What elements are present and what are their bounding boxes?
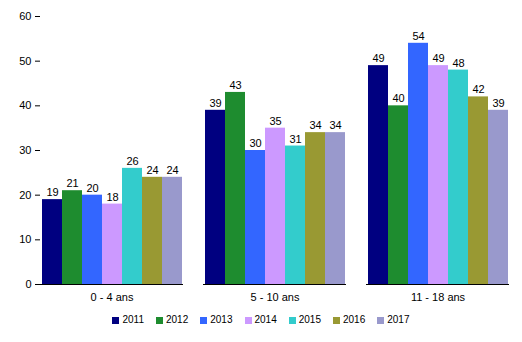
svg-text:0: 0 — [25, 278, 31, 290]
svg-text:49: 49 — [372, 52, 384, 64]
svg-text:30: 30 — [19, 144, 31, 156]
svg-text:30: 30 — [249, 137, 261, 149]
html-text:2014: 2014 — [254, 314, 277, 325]
svg-text:5 - 10 ans: 5 - 10 ans — [251, 291, 300, 303]
svg-text:10: 10 — [19, 233, 31, 245]
html-text:2015: 2015 — [298, 314, 321, 325]
svg-text:48: 48 — [452, 57, 464, 69]
svg-text:31: 31 — [289, 133, 301, 145]
html-text:2013: 2013 — [210, 314, 233, 325]
svg-text:20: 20 — [19, 189, 31, 201]
svg-text:50: 50 — [19, 55, 31, 67]
html-text:2016: 2016 — [343, 314, 366, 325]
svg-text:20: 20 — [86, 182, 98, 194]
svg-text:35: 35 — [269, 115, 281, 127]
svg-text:54: 54 — [412, 30, 424, 42]
svg-text:39: 39 — [492, 97, 504, 109]
svg-text:40: 40 — [19, 99, 31, 111]
svg-text:11 - 18 ans: 11 - 18 ans — [411, 291, 466, 303]
html-text:2011: 2011 — [122, 314, 144, 325]
svg-text:19: 19 — [46, 186, 58, 198]
svg-text:18: 18 — [106, 191, 118, 203]
svg-text:40: 40 — [392, 92, 404, 104]
svg-text:24: 24 — [166, 164, 178, 176]
svg-text:42: 42 — [472, 83, 484, 95]
svg-text:34: 34 — [309, 119, 321, 131]
svg-text:43: 43 — [229, 79, 241, 91]
svg-text:39: 39 — [209, 97, 221, 109]
svg-text:24: 24 — [146, 164, 158, 176]
html-text:2017: 2017 — [387, 314, 410, 325]
svg-text:21: 21 — [66, 177, 78, 189]
svg-text:34: 34 — [329, 119, 341, 131]
html-text:2012: 2012 — [166, 314, 189, 325]
svg-text:60: 60 — [19, 10, 31, 22]
svg-text:26: 26 — [126, 155, 138, 167]
svg-text:0 - 4 ans: 0 - 4 ans — [91, 291, 134, 303]
svg-text:49: 49 — [432, 52, 444, 64]
